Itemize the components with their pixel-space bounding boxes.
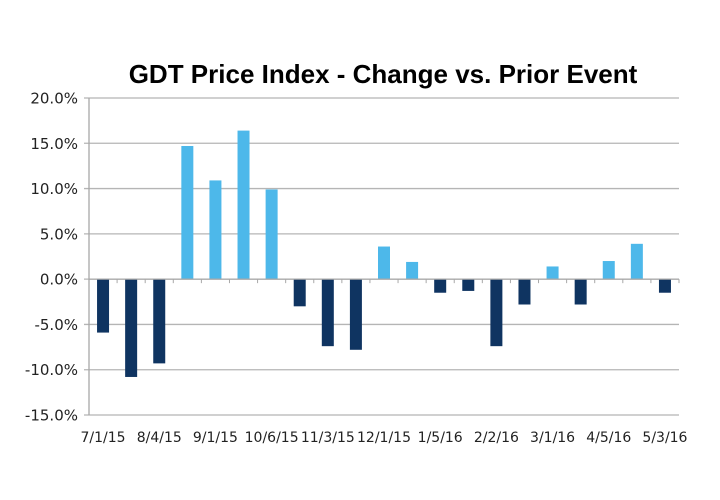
y-tick-label: 10.0% <box>30 180 78 198</box>
y-tick-label: 15.0% <box>30 135 78 153</box>
bar <box>349 279 362 350</box>
chart-title: GDT Price Index - Change vs. Prior Event <box>129 59 638 89</box>
y-tick-label: 0.0% <box>40 271 78 289</box>
bar <box>125 279 138 377</box>
y-tick-label: -15.0% <box>25 407 78 425</box>
axes <box>88 98 680 415</box>
bar <box>630 243 643 280</box>
x-tick-label: 9/1/15 <box>193 430 238 446</box>
x-tick-label: 1/5/16 <box>418 430 463 446</box>
y-tick-label: -10.0% <box>25 361 78 379</box>
x-tick-label: 4/5/16 <box>586 430 631 446</box>
bar <box>406 261 419 280</box>
bar <box>602 261 615 280</box>
bar <box>209 180 222 280</box>
bar <box>265 189 278 280</box>
bar <box>490 279 503 347</box>
x-tick-label: 11/3/15 <box>301 430 355 446</box>
bar <box>181 146 194 280</box>
x-tick-label: 8/4/15 <box>137 430 182 446</box>
bar <box>321 279 334 347</box>
bar <box>434 279 447 293</box>
x-tick-label: 10/6/15 <box>245 430 299 446</box>
y-axis-tick-labels: -15.0% -10.0% -5.0% 0.0% 5.0% 10.0% 15.0% 20.0% <box>25 90 78 425</box>
x-tick-label: 3/1/16 <box>530 430 575 446</box>
x-axis-tick-labels: 7/1/15 8/4/15 9/1/15 10/6/15 11/3/15 12/1/15 1… <box>81 430 688 446</box>
bars <box>97 130 671 377</box>
bar <box>237 130 250 280</box>
x-tick-label: 5/3/16 <box>642 430 687 446</box>
y-tick-label: 5.0% <box>40 225 78 243</box>
bar <box>658 279 671 293</box>
bar <box>378 246 390 280</box>
bar <box>518 279 531 305</box>
bar <box>97 279 110 333</box>
bar <box>546 266 559 280</box>
x-tick-label: 2/2/16 <box>474 430 519 446</box>
y-tick-label: 20.0% <box>30 90 78 108</box>
x-tick-label: 12/1/15 <box>357 430 411 446</box>
bar <box>574 279 587 305</box>
bar <box>153 279 166 364</box>
bar <box>293 279 306 307</box>
y-tick-label: -5.0% <box>34 316 78 334</box>
bar <box>462 279 475 291</box>
x-tick-label: 7/1/15 <box>81 430 126 446</box>
